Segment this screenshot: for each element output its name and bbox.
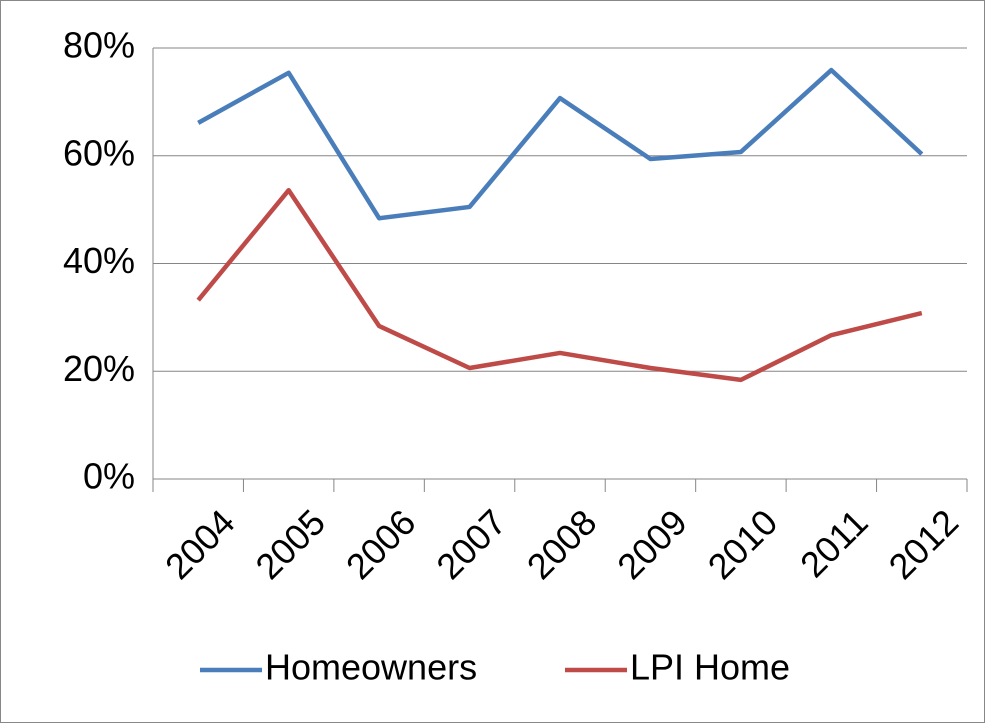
- y-tick-label: 80%: [63, 25, 135, 66]
- legend-label: LPI Home: [630, 647, 790, 688]
- y-tick-label: 0%: [83, 456, 135, 497]
- series-line: [196, 187, 923, 383]
- y-tick-label: 40%: [63, 240, 135, 281]
- y-tick-label: 60%: [63, 132, 135, 173]
- series-line: [197, 67, 924, 221]
- legend-label: Homeowners: [265, 647, 477, 688]
- y-tick-label: 20%: [63, 348, 135, 389]
